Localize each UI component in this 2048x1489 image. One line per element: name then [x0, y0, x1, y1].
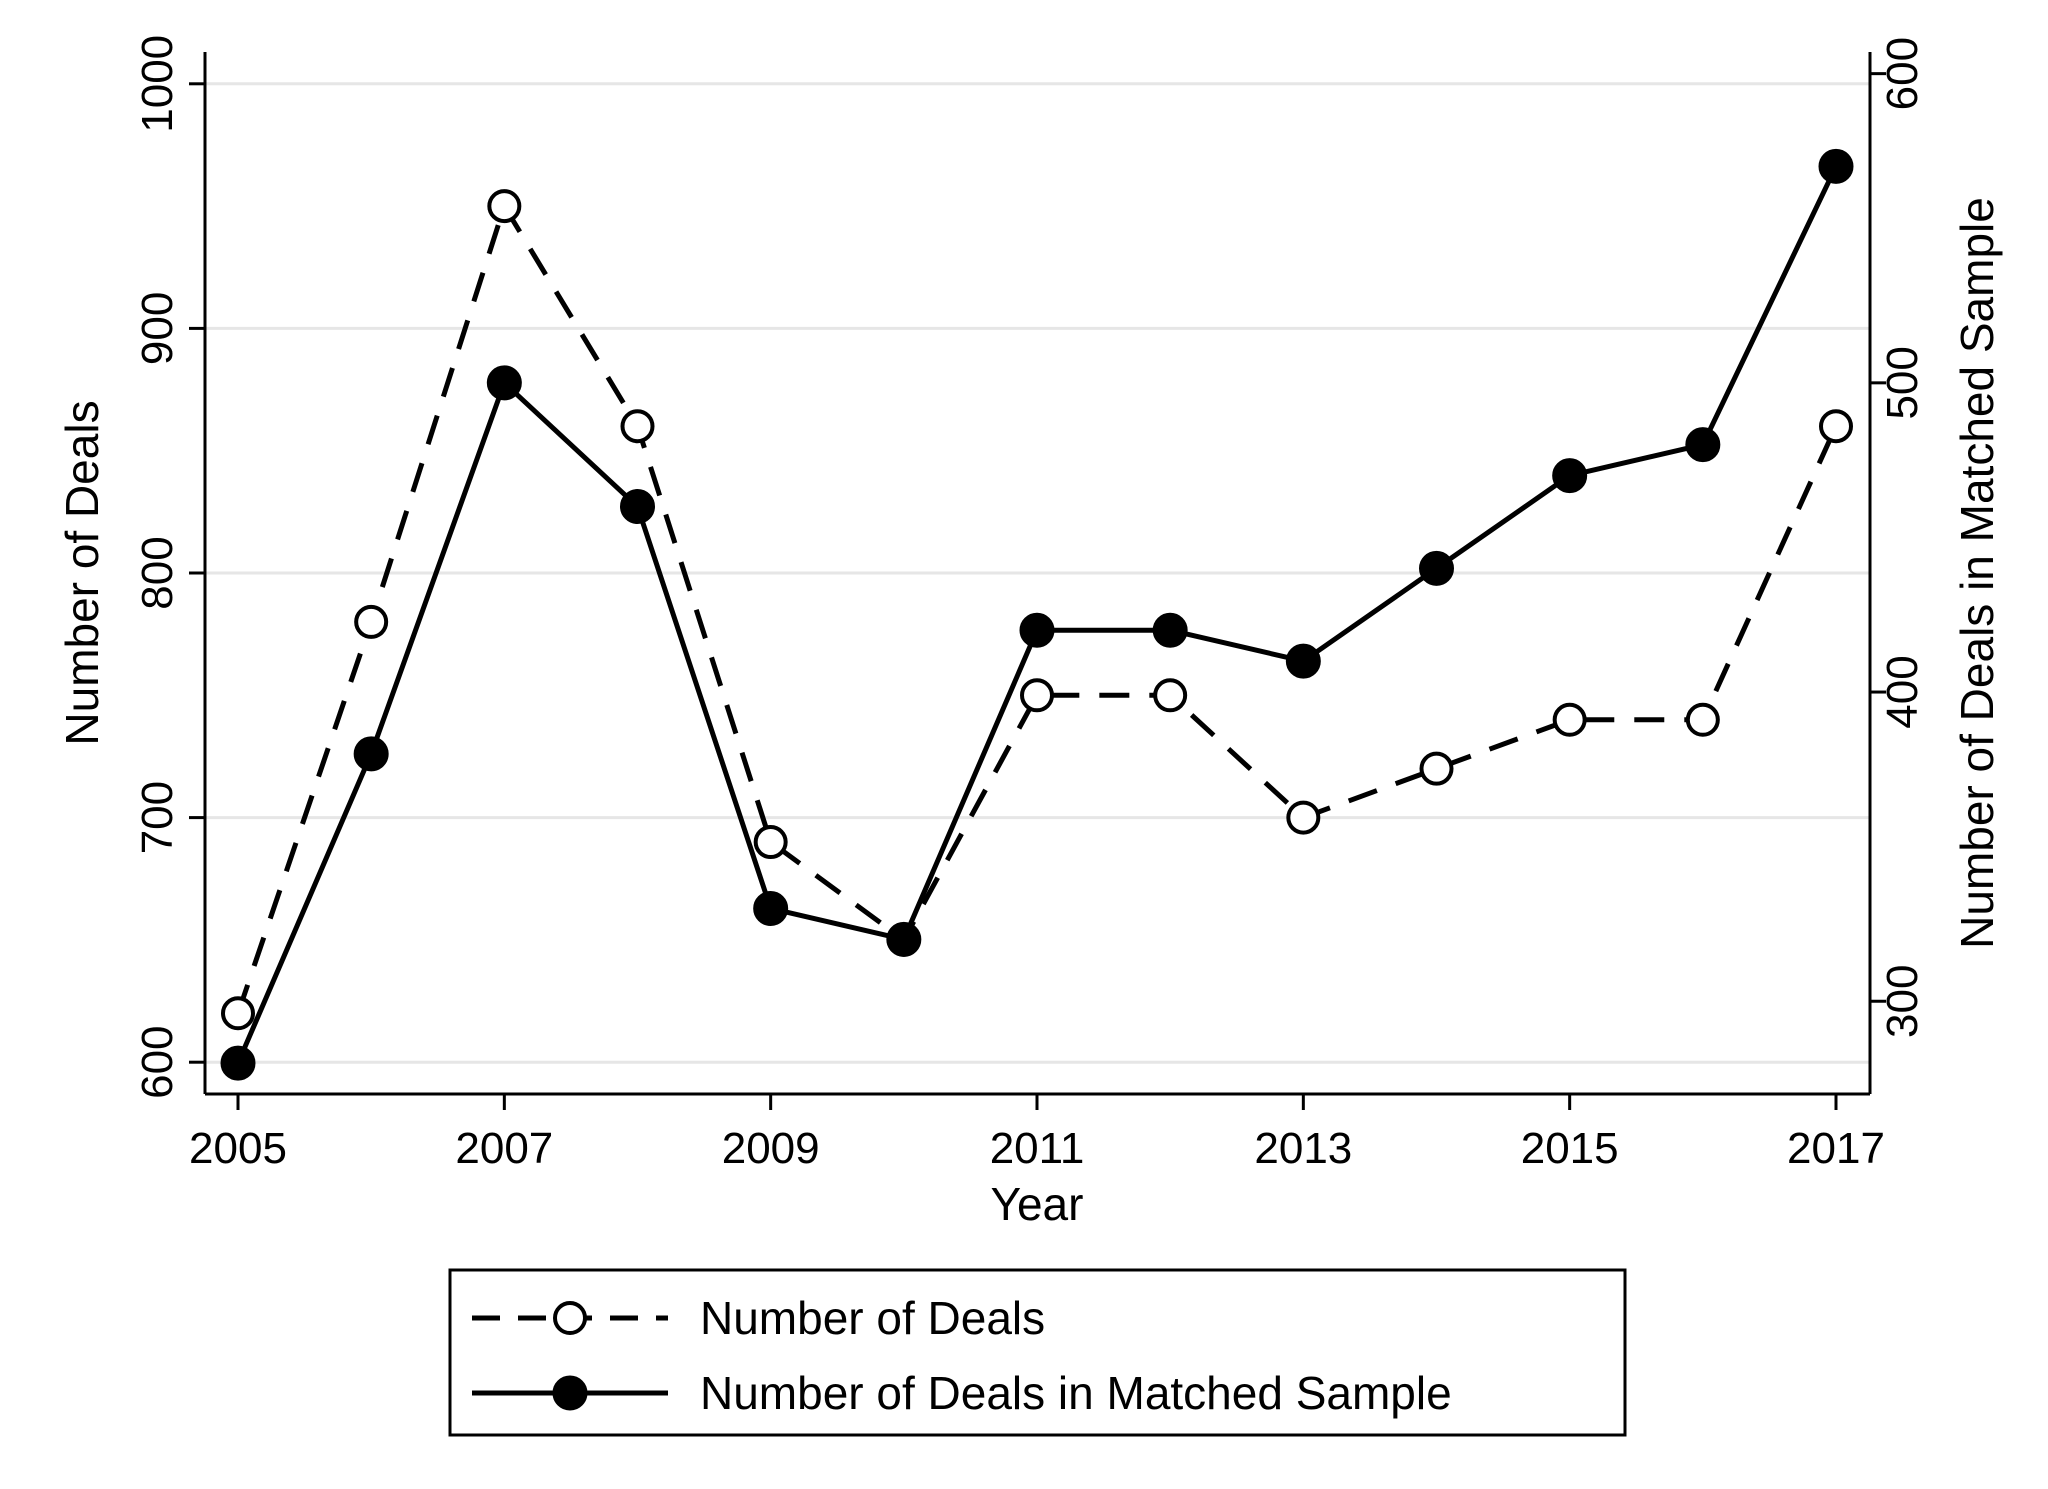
x-tick-label: 2009 — [722, 1124, 820, 1173]
left-y-tick-label: 700 — [133, 781, 182, 854]
gridlines — [205, 82, 1870, 1064]
right-y-ticks: 300 400 500 600 — [1870, 37, 1927, 1038]
left-y-tick-label: 900 — [133, 292, 182, 365]
right-y-tick-label: 400 — [1878, 655, 1927, 728]
data-point-matched — [886, 921, 922, 957]
data-point-matched — [620, 489, 655, 525]
x-tick-label: 2005 — [189, 1124, 287, 1173]
data-point-matched — [220, 1045, 256, 1081]
data-point-matched — [486, 365, 522, 401]
data-point-deals — [487, 189, 522, 224]
data-point-deals — [620, 409, 655, 444]
data-point-deals — [1685, 702, 1720, 737]
data-point-matched — [1552, 458, 1588, 494]
data-point-matched — [1152, 612, 1188, 648]
left-y-tick-label: 1000 — [133, 35, 182, 133]
left-y-axis-label: Number of Deals — [56, 400, 108, 745]
data-point-matched — [1685, 427, 1721, 463]
data-point-deals — [1419, 751, 1454, 786]
x-ticks: 2005 2007 2009 2011 2013 2015 2017 — [189, 1094, 1885, 1173]
data-point-deals — [354, 604, 389, 639]
legend: Number of Deals Number of Deals in Match… — [448, 1268, 1627, 1437]
left-y-tick-label: 800 — [133, 536, 182, 609]
legend-box — [448, 1268, 1627, 1437]
legend-label-matched: Number of Deals in Matched Sample — [700, 1367, 1452, 1419]
x-axis-label: Year — [991, 1178, 1084, 1230]
data-point-deals — [753, 825, 788, 860]
left-y-tick-label: 600 — [133, 1025, 182, 1098]
right-y-axis-label: Number of Deals in Matched Sample — [1951, 197, 2003, 949]
data-point-deals — [1552, 702, 1587, 737]
data-point-matched — [1419, 550, 1454, 586]
right-y-tick-label: 500 — [1878, 346, 1927, 419]
data-point-deals — [1819, 409, 1853, 444]
x-tick-label: 2017 — [1787, 1124, 1885, 1173]
legend-label-deals: Number of Deals — [700, 1292, 1045, 1344]
right-y-tick-label: 600 — [1878, 37, 1927, 110]
data-point-deals — [1286, 800, 1321, 835]
data-point-matched — [753, 890, 789, 926]
left-y-ticks: 600 700 800 900 1000 — [133, 35, 205, 1099]
data-point-matched — [1285, 643, 1321, 679]
x-tick-label: 2007 — [455, 1124, 553, 1173]
data-point-deals — [1020, 678, 1054, 713]
data-point-matched — [353, 736, 389, 772]
data-point-matched — [1019, 612, 1055, 648]
data-point-matched — [1818, 148, 1854, 184]
legend-marker-deals — [553, 1301, 587, 1335]
x-tick-label: 2013 — [1254, 1124, 1352, 1173]
x-tick-label: 2011 — [990, 1124, 1085, 1173]
right-y-tick-label: 300 — [1878, 965, 1927, 1038]
series-points — [220, 148, 1854, 1081]
x-tick-label: 2015 — [1521, 1124, 1619, 1173]
legend-marker-matched — [552, 1375, 588, 1411]
data-point-deals — [1153, 678, 1188, 713]
data-point-deals — [221, 996, 255, 1031]
